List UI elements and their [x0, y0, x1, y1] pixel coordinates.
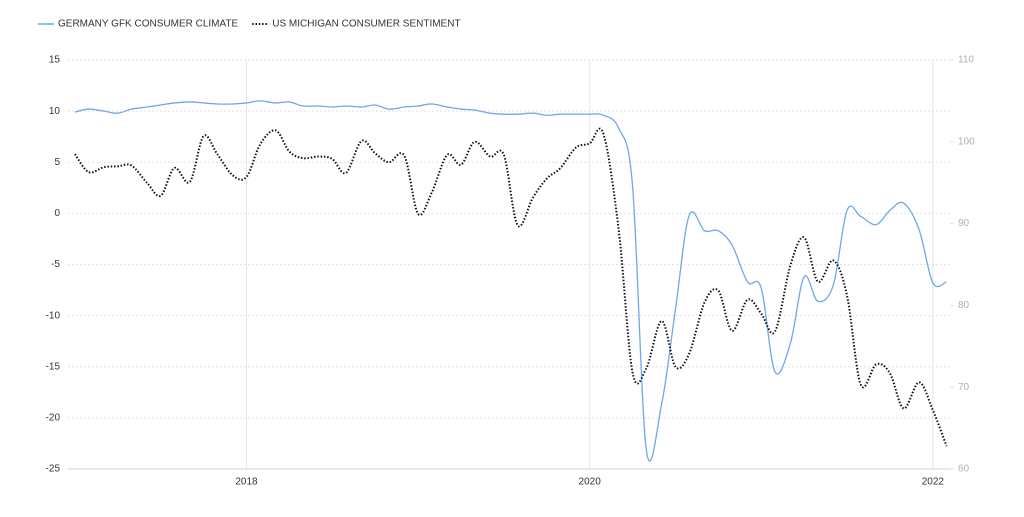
y2-tick-label: 60 [958, 464, 970, 475]
y-tick-label: 5 [54, 157, 60, 168]
y-tick-label: 15 [49, 55, 61, 66]
y-tick-label: -15 [46, 361, 61, 372]
y2-tick-label: 70 [958, 382, 970, 393]
y-tick-label: -20 [46, 413, 61, 424]
y2-tick-label: 80 [958, 300, 970, 311]
x-tick-label: 2018 [235, 477, 258, 488]
y-tick-label: 10 [49, 106, 61, 117]
y2-tick-label: 90 [958, 218, 970, 229]
legend-label: GERMANY GFK CONSUMER CLIMATE [58, 19, 239, 30]
y-tick-label: -5 [51, 259, 60, 270]
x-tick-label: 2022 [922, 477, 945, 488]
y-tick-label: 0 [54, 208, 60, 219]
legend-label: US MICHIGAN CONSUMER SENTIMENT [272, 19, 460, 30]
y2-tick-label: 110 [958, 55, 974, 66]
y-tick-label: -25 [46, 464, 61, 475]
y2-tick-label: 100 [958, 136, 975, 147]
series-line [74, 100, 947, 462]
y-tick-label: -10 [46, 310, 61, 321]
x-tick-label: 2020 [579, 477, 602, 488]
series-line [74, 127, 948, 447]
